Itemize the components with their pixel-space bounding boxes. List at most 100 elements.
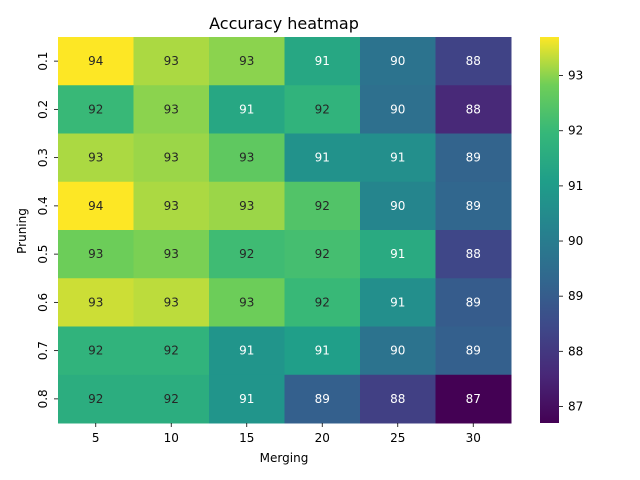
- heatmap-cell: [209, 326, 285, 376]
- heatmap-cell: [133, 326, 210, 376]
- cell-value-label: 93: [239, 295, 254, 309]
- y-tick-label: 0.8: [36, 389, 50, 408]
- y-tick-label: 0.1: [36, 52, 50, 71]
- cell-value-label: 92: [315, 102, 330, 116]
- cell-value-label: 93: [88, 295, 103, 309]
- cell-value-label: 91: [390, 151, 405, 165]
- heatmap-cell: [284, 37, 361, 86]
- heatmap-cell: [284, 326, 361, 376]
- heatmap-cell: [284, 374, 361, 424]
- cell-value-label: 90: [390, 199, 405, 213]
- heatmap-cells: 94 93 93 91 90 88 92 93 91 92 90 88 93 93 93 91 91 89 94 93…: [58, 37, 512, 424]
- cell-value-label: 88: [390, 392, 405, 406]
- cell-value-label: 92: [315, 199, 330, 213]
- y-tick-label: 0.6: [36, 293, 50, 312]
- heatmap-cell: [133, 37, 210, 86]
- heatmap-cell: [58, 181, 134, 231]
- heatmap-cell: [435, 37, 512, 86]
- x-tick-label: 10: [164, 431, 179, 445]
- cell-value-label: 91: [239, 344, 254, 358]
- heatmap-cell: [284, 181, 361, 231]
- colorbar-tick-label: 89: [568, 289, 583, 303]
- y-tick-label: 0.4: [36, 196, 50, 215]
- heatmap-cell: [284, 278, 361, 327]
- cell-value-label: 93: [239, 54, 254, 68]
- heatmap-cell: [435, 133, 512, 183]
- cell-value-label: 88: [466, 54, 481, 68]
- heatmap-cell: [133, 278, 210, 327]
- cell-value-label: 93: [88, 247, 103, 261]
- cell-value-label: 92: [88, 344, 103, 358]
- x-axis-label: Merging: [260, 451, 309, 465]
- colorbar-tick-label: 90: [568, 234, 583, 248]
- cell-value-label: 89: [466, 344, 481, 358]
- cell-value-label: 92: [164, 392, 179, 406]
- colorbar-tick-label: 92: [568, 124, 583, 138]
- cell-value-label: 91: [239, 392, 254, 406]
- colorbar-tick-label: 87: [568, 399, 583, 413]
- y-tick-label: 0.7: [36, 341, 50, 360]
- cell-value-label: 93: [164, 295, 179, 309]
- heatmap-cell: [435, 85, 512, 134]
- heatmap-cell: [133, 230, 210, 279]
- cell-value-label: 92: [315, 247, 330, 261]
- heatmap-cell: [284, 230, 361, 279]
- x-tick-label: 20: [315, 431, 330, 445]
- heatmap-cell: [209, 374, 285, 424]
- heatmap-cell: [284, 85, 361, 134]
- cell-value-label: 93: [239, 151, 254, 165]
- colorbar-tick-label: 93: [568, 69, 583, 83]
- colorbar-tick-label: 88: [568, 344, 583, 358]
- heatmap-cell: [360, 181, 436, 231]
- heatmap-cell: [360, 374, 436, 424]
- heatmap-cell: [133, 85, 210, 134]
- x-tick-label: 25: [390, 431, 405, 445]
- cell-value-label: 91: [390, 295, 405, 309]
- heatmap-cell: [133, 374, 210, 424]
- cell-value-label: 89: [466, 151, 481, 165]
- heatmap-cell: [435, 326, 512, 376]
- cell-value-label: 92: [88, 102, 103, 116]
- y-axis: 0.1 0.2 0.3 0.4 0.5 0.6 0.7 0.8: [36, 52, 58, 408]
- cell-value-label: 91: [315, 151, 330, 165]
- cell-value-label: 89: [466, 199, 481, 213]
- cell-value-label: 91: [239, 102, 254, 116]
- cell-value-label: 92: [239, 247, 254, 261]
- heatmap-cell: [209, 230, 285, 279]
- heatmap-cell: [284, 133, 361, 183]
- chart-title: Accuracy heatmap: [209, 14, 359, 33]
- y-axis-label: Pruning: [15, 208, 29, 254]
- heatmap-cell: [360, 133, 436, 183]
- cell-value-label: 90: [390, 344, 405, 358]
- heatmap-cell: [360, 230, 436, 279]
- cell-value-label: 89: [315, 392, 330, 406]
- cell-value-label: 93: [164, 151, 179, 165]
- heatmap-cell: [435, 230, 512, 279]
- heatmap-cell: [58, 278, 134, 327]
- x-tick-label: 15: [239, 431, 254, 445]
- y-tick-label: 0.3: [36, 148, 50, 167]
- heatmap-cell: [58, 230, 134, 279]
- cell-value-label: 94: [88, 54, 103, 68]
- heatmap-cell: [58, 37, 134, 86]
- heatmap-cell: [435, 278, 512, 327]
- cell-value-label: 88: [466, 102, 481, 116]
- colorbar: [540, 37, 559, 423]
- cell-value-label: 92: [164, 344, 179, 358]
- x-tick-label: 30: [466, 431, 481, 445]
- cell-value-label: 88: [466, 247, 481, 261]
- cell-value-label: 93: [164, 102, 179, 116]
- cell-value-label: 93: [88, 151, 103, 165]
- heatmap-cell: [209, 278, 285, 327]
- heatmap-cell: [209, 181, 285, 231]
- cell-value-label: 93: [164, 247, 179, 261]
- y-tick-label: 0.2: [36, 100, 50, 119]
- heatmap-cell: [133, 133, 210, 183]
- heatmap-cell: [209, 85, 285, 134]
- heatmap-cell: [58, 326, 134, 376]
- heatmap-cell: [360, 37, 436, 86]
- cell-value-label: 90: [390, 54, 405, 68]
- y-tick-label: 0.5: [36, 245, 50, 264]
- cell-value-label: 94: [88, 199, 103, 213]
